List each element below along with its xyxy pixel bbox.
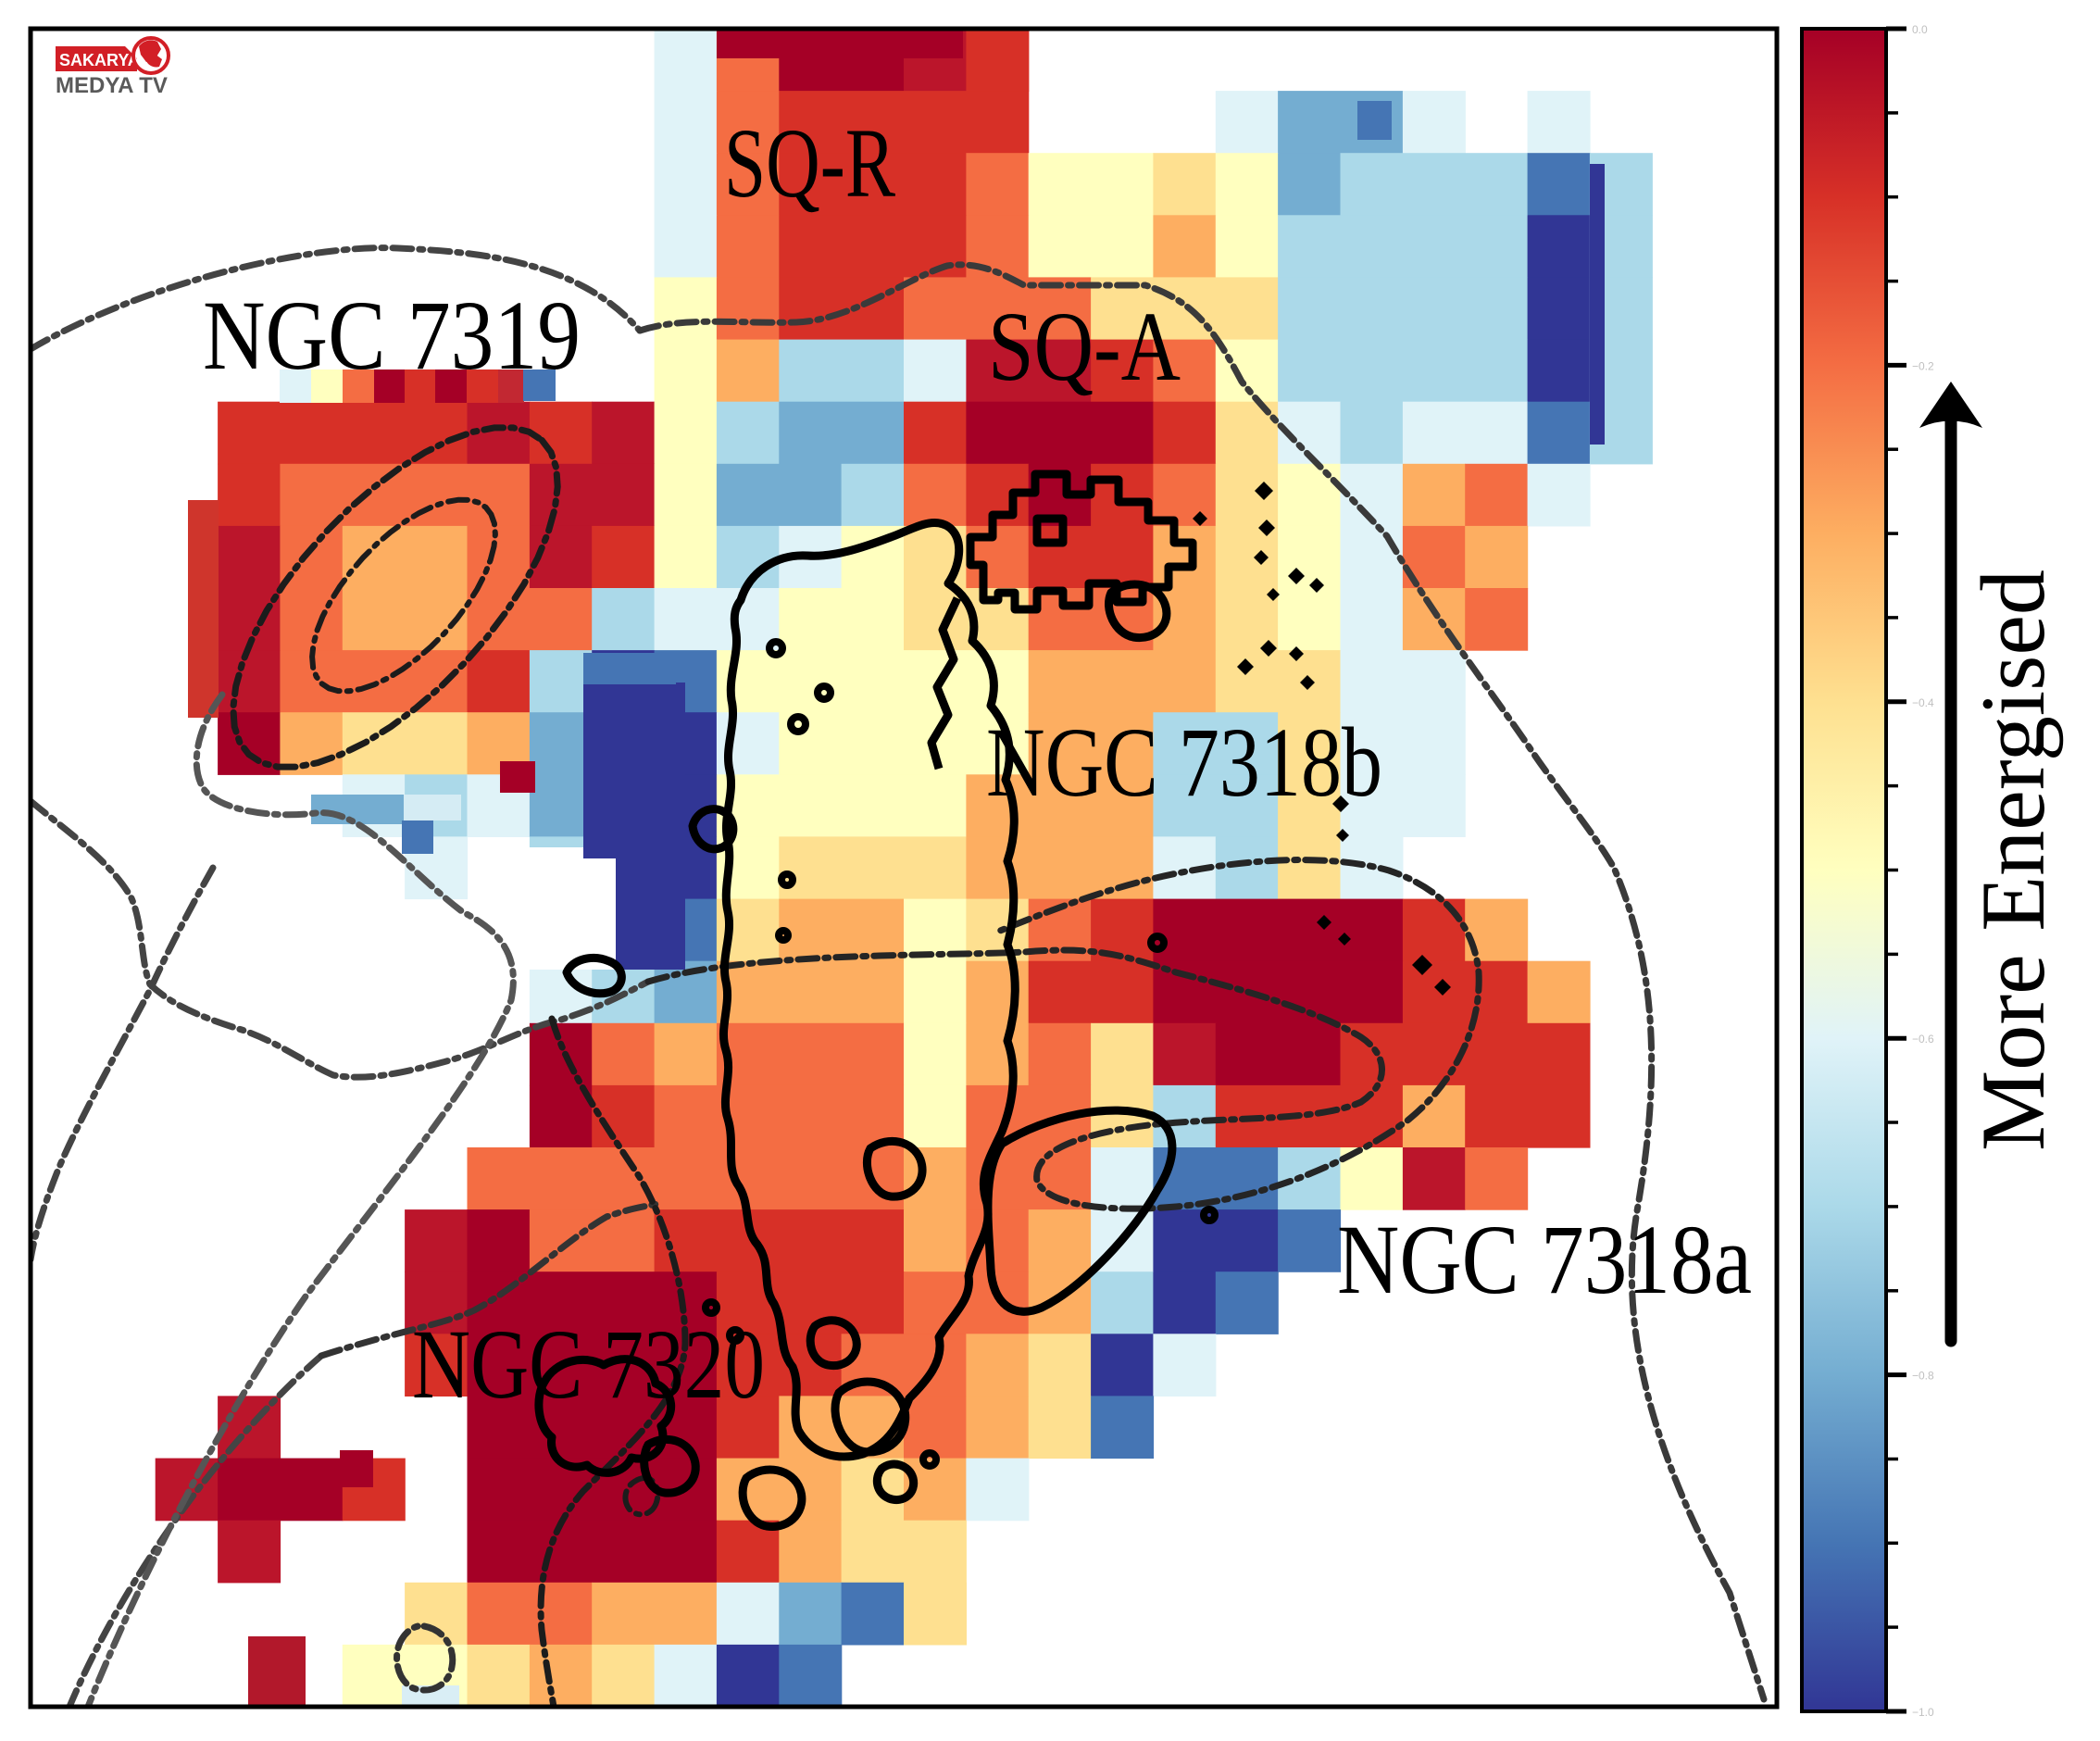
svg-text:−0.2: −0.2 — [1912, 359, 1934, 372]
svg-text:−1.0: −1.0 — [1912, 1706, 1934, 1719]
svg-text:NGC 7318a: NGC 7318a — [1337, 1206, 1752, 1315]
svg-text:−0.8: −0.8 — [1912, 1370, 1934, 1383]
svg-text:−0.4: −0.4 — [1912, 696, 1934, 709]
svg-text:0.0: 0.0 — [1912, 23, 1928, 36]
svg-text:MEDYA TV: MEDYA TV — [56, 73, 168, 98]
svg-text:More Energised: More Energised — [1963, 570, 2064, 1151]
svg-text:NGC 7320: NGC 7320 — [412, 1310, 765, 1420]
svg-text:SQ-A: SQ-A — [988, 293, 1181, 402]
svg-text:−0.6: −0.6 — [1912, 1033, 1934, 1046]
svg-text:NGC 7318b: NGC 7318b — [986, 708, 1382, 818]
svg-text:NGC 7319: NGC 7319 — [203, 282, 581, 391]
svg-text:SQ-R: SQ-R — [724, 109, 895, 219]
svg-text:SAKARYA: SAKARYA — [59, 51, 140, 69]
